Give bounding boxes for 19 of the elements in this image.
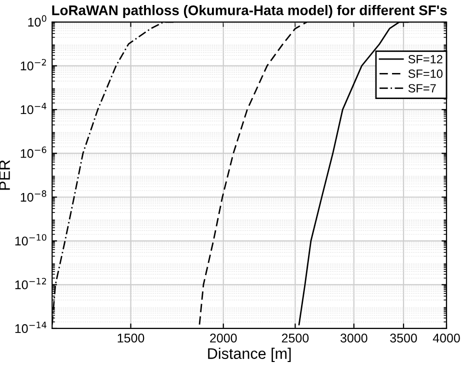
x-axis-title: Distance [m] xyxy=(208,348,291,362)
x-tick-label: 4000 xyxy=(432,334,460,343)
chart-title: LoRaWAN pathloss (Okumura-Hata model) for different SF's xyxy=(52,5,447,18)
legend-label: SF=10 xyxy=(408,70,443,78)
y-tick-label: 10$^{−6}$ xyxy=(20,146,46,158)
legend-label: SF=12 xyxy=(408,54,442,64)
x-tick-label: 3000 xyxy=(340,334,368,343)
y-tick-label: 10$^{−2}$ xyxy=(20,58,46,70)
y-tick-label: 10$^{−4}$ xyxy=(20,102,46,114)
x-tick-label: 1500 xyxy=(118,334,144,343)
x-tick-label: 3500 xyxy=(390,334,417,343)
legend-label: SF=7 xyxy=(408,84,436,92)
x-tick-label: 2500 xyxy=(282,334,309,343)
x-tick-label: 2000 xyxy=(210,334,237,343)
y-tick-label: 10$^{0}$ xyxy=(28,15,46,27)
y-tick-label: 10$^{−12}$ xyxy=(15,278,46,290)
y-tick-label: 10$^{−14}$ xyxy=(15,322,46,334)
y-tick-label: 10$^{−8}$ xyxy=(20,190,46,202)
y-tick-label: 10$^{−10}$ xyxy=(15,234,46,246)
